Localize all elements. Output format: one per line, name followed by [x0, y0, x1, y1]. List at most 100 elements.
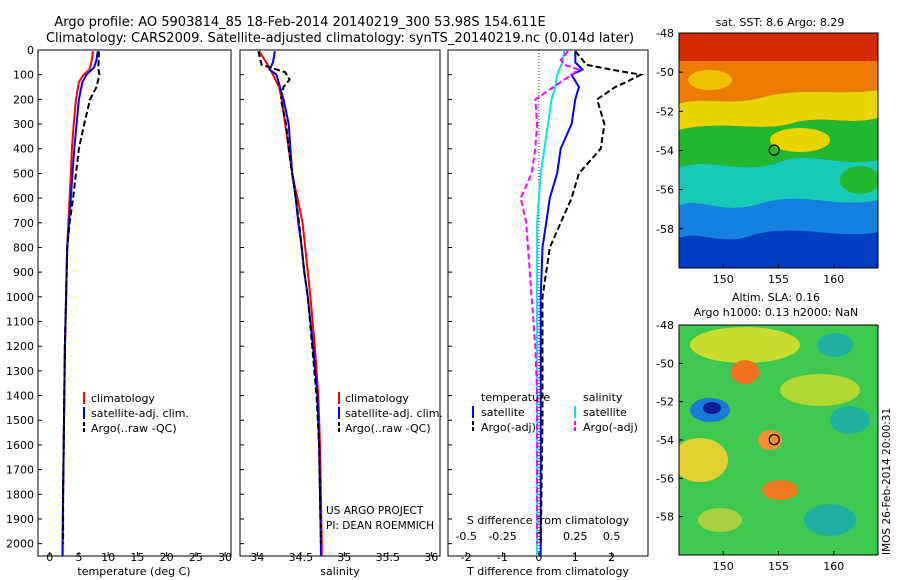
map-y-tick-label: -54	[656, 434, 674, 447]
depth-tick-label: 1100	[6, 316, 34, 329]
map-y-tick-label: -52	[656, 396, 674, 409]
series-line-temperature-argo-adj	[539, 50, 644, 544]
depth-tick-label: 2000	[6, 538, 34, 551]
map-y-tick-label: -50	[656, 66, 674, 79]
figure-title-line2: Climatology: CARS2009. Satellite-adjuste…	[46, 31, 634, 46]
sst-map-title: sat. SST: 8.6 Argo: 8.29	[716, 16, 845, 29]
difference-series	[519, 50, 644, 556]
legend-label-argo: Argo(..raw -QC)	[91, 422, 177, 435]
sla-orange-patch	[731, 360, 759, 384]
x-tick-label: 0	[46, 551, 53, 564]
map-x-tick-label: 155	[768, 560, 789, 573]
salinity-series	[257, 50, 323, 556]
sla-heatmap	[679, 325, 878, 555]
x-tick-label: 15	[130, 551, 144, 564]
legend-label-t-argo: Argo(-adj)	[481, 421, 536, 434]
salinity-axes-frame	[239, 49, 441, 557]
x-tick-label: -1	[497, 551, 508, 564]
map-y-tick-label: -56	[656, 184, 674, 197]
map-y-tick-label: -58	[656, 223, 674, 236]
depth-tick-label: 1600	[6, 439, 34, 452]
depth-tick-label: 1800	[6, 488, 34, 501]
depth-tick-label: 1200	[6, 340, 34, 353]
series-line-argo-raw-qc	[62, 51, 101, 544]
difference-axes-frame	[447, 49, 649, 557]
depth-tick-label: 800	[13, 241, 34, 254]
series-line-salinity-argo-adj	[519, 50, 582, 544]
project-credit-line1: US ARGO PROJECT	[326, 505, 424, 517]
salinity-x-ticks: 34 34.5 35 35.5 36	[250, 551, 438, 564]
sla-teal-patch	[804, 504, 856, 536]
sst-green-patch	[840, 166, 878, 194]
x2-tick-label: -0.5	[455, 530, 476, 543]
depth-tick-label: 0	[27, 44, 34, 57]
sst-band-orange	[679, 61, 878, 104]
legend-label-satellite: satellite-adj. clim.	[345, 407, 443, 420]
x-tick-label: -2	[461, 551, 472, 564]
depth-tick-label: 1300	[6, 365, 34, 378]
depth-tick-label: 100	[13, 69, 34, 82]
x-tick-label: 35	[337, 551, 351, 564]
legend-label-argo: Argo(..raw -QC)	[345, 422, 431, 435]
x2-tick-label: -0.25	[488, 530, 516, 543]
depth-tick-label: 500	[13, 167, 34, 180]
argo-position-marker	[768, 144, 780, 156]
temperature-x-label: temperature (deg C)	[77, 565, 190, 578]
sla-map-ticks: 150 155 160 -48 -50 -52 -54 -56 -58	[656, 319, 844, 573]
sst-band-warm	[679, 33, 878, 61]
depth-tick-label: 1500	[6, 414, 34, 427]
temperature-legend: climatology satellite-adj. clim. Argo(..…	[83, 392, 189, 435]
sla-yellow-patch	[698, 508, 742, 532]
x-tick-label: 5	[75, 551, 82, 564]
x-tick-label: 36	[424, 551, 438, 564]
salinity-legend: climatology satellite-adj. clim. Argo(..…	[338, 392, 443, 435]
depth-tick-label: 1000	[6, 291, 34, 304]
series-line-argo-raw-qc	[257, 50, 322, 544]
map-x-tick-label: 155	[768, 273, 789, 286]
x-tick-label: 35.5	[376, 551, 401, 564]
sla-dark-patch	[703, 402, 721, 414]
x-tick-label: 0	[535, 551, 542, 564]
sst-map-ticks: 150 155 160 -48 -50 -52 -54 -56 -58	[656, 27, 844, 286]
sla-teal-patch	[817, 333, 853, 357]
x-tick-label: 2	[608, 551, 615, 564]
legend-label-climatology: climatology	[91, 392, 155, 405]
plot-timestamp: IMOS 26-Feb-2014 20:00:31	[881, 408, 893, 555]
sst-band-yellow	[679, 90, 878, 130]
temperature-series	[61, 51, 101, 556]
depth-axis-ticks: 0 100 200 300 400 500 600 700 800 900 1000 1100 1200…	[6, 44, 452, 551]
depth-tick-label: 1400	[6, 390, 34, 403]
difference-legend: temperature salinity satellite Argo(-adj…	[472, 391, 638, 434]
depth-tick-label: 900	[13, 266, 34, 279]
x-tick-label: 30	[218, 551, 232, 564]
map-x-tick-label: 160	[823, 273, 844, 286]
x2-tick-label: 0.5	[603, 530, 621, 543]
legend-label-satellite: satellite-adj. clim.	[91, 407, 189, 420]
map-y-tick-label: -56	[656, 472, 674, 485]
x2-tick-label: 0.25	[563, 530, 588, 543]
x-tick-label: 34.5	[289, 551, 314, 564]
map-x-tick-label: 150	[713, 560, 734, 573]
depth-tick-label: 700	[13, 217, 34, 230]
legend-label-s-satellite: satellite	[583, 406, 627, 419]
series-line-climatology	[258, 50, 323, 556]
legend-header-salinity: salinity	[583, 391, 623, 404]
depth-tick-label: 300	[13, 118, 34, 131]
project-credit-line2: PI: DEAN ROEMMICH	[326, 520, 434, 532]
map-y-tick-label: -50	[656, 357, 674, 370]
sla-orange-patch	[762, 480, 798, 500]
map-y-tick-label: -48	[656, 27, 674, 40]
sla-map-title-line2: Argo h1000: 0.13 h2000: NaN	[694, 306, 859, 319]
sst-warm-patch	[688, 70, 732, 90]
depth-tick-label: 1700	[6, 464, 34, 477]
depth-tick-label: 200	[13, 93, 34, 106]
depth-tick-label: 1900	[6, 513, 34, 526]
map-x-tick-label: 150	[713, 273, 734, 286]
sst-yellow-patch	[770, 128, 830, 152]
map-x-tick-label: 160	[823, 560, 844, 573]
legend-label-s-argo: Argo(-adj)	[583, 421, 638, 434]
t-difference-x-ticks: -2 -1 0 1 2	[461, 551, 615, 564]
x-tick-label: 25	[189, 551, 203, 564]
sla-map-title-line1: Altim. SLA: 0.16	[732, 291, 820, 304]
